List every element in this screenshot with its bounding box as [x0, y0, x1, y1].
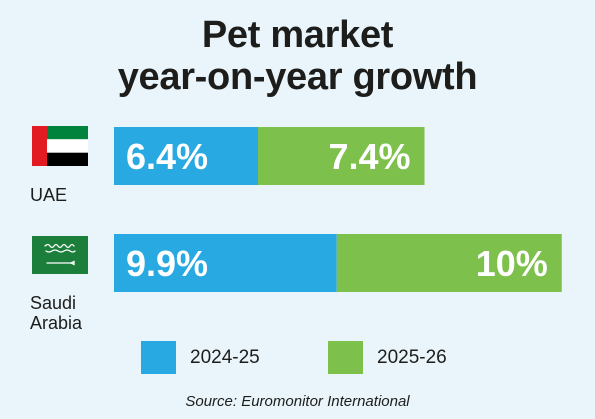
legend: 2024-25 2025-26	[0, 341, 595, 377]
legend-swatch-2024-25	[141, 341, 176, 374]
legend-label-2024-25: 2024-25	[190, 347, 260, 369]
legend-label-2025-26: 2025-26	[377, 347, 447, 369]
legend-swatch-2025-26	[328, 341, 363, 374]
legend-item-2025-26: 2025-26	[328, 341, 447, 374]
source-note: Source: Euromonitor International	[0, 393, 595, 410]
bar-label-uae-2025-26: 7.4%	[328, 136, 410, 177]
bar-label-saudi-arabia-2024-25: 9.9%	[126, 243, 208, 284]
bar-label-saudi-arabia-2025-26: 10%	[476, 243, 548, 284]
legend-item-2024-25: 2024-25	[141, 341, 260, 374]
bar-label-uae-2024-25: 6.4%	[126, 136, 208, 177]
